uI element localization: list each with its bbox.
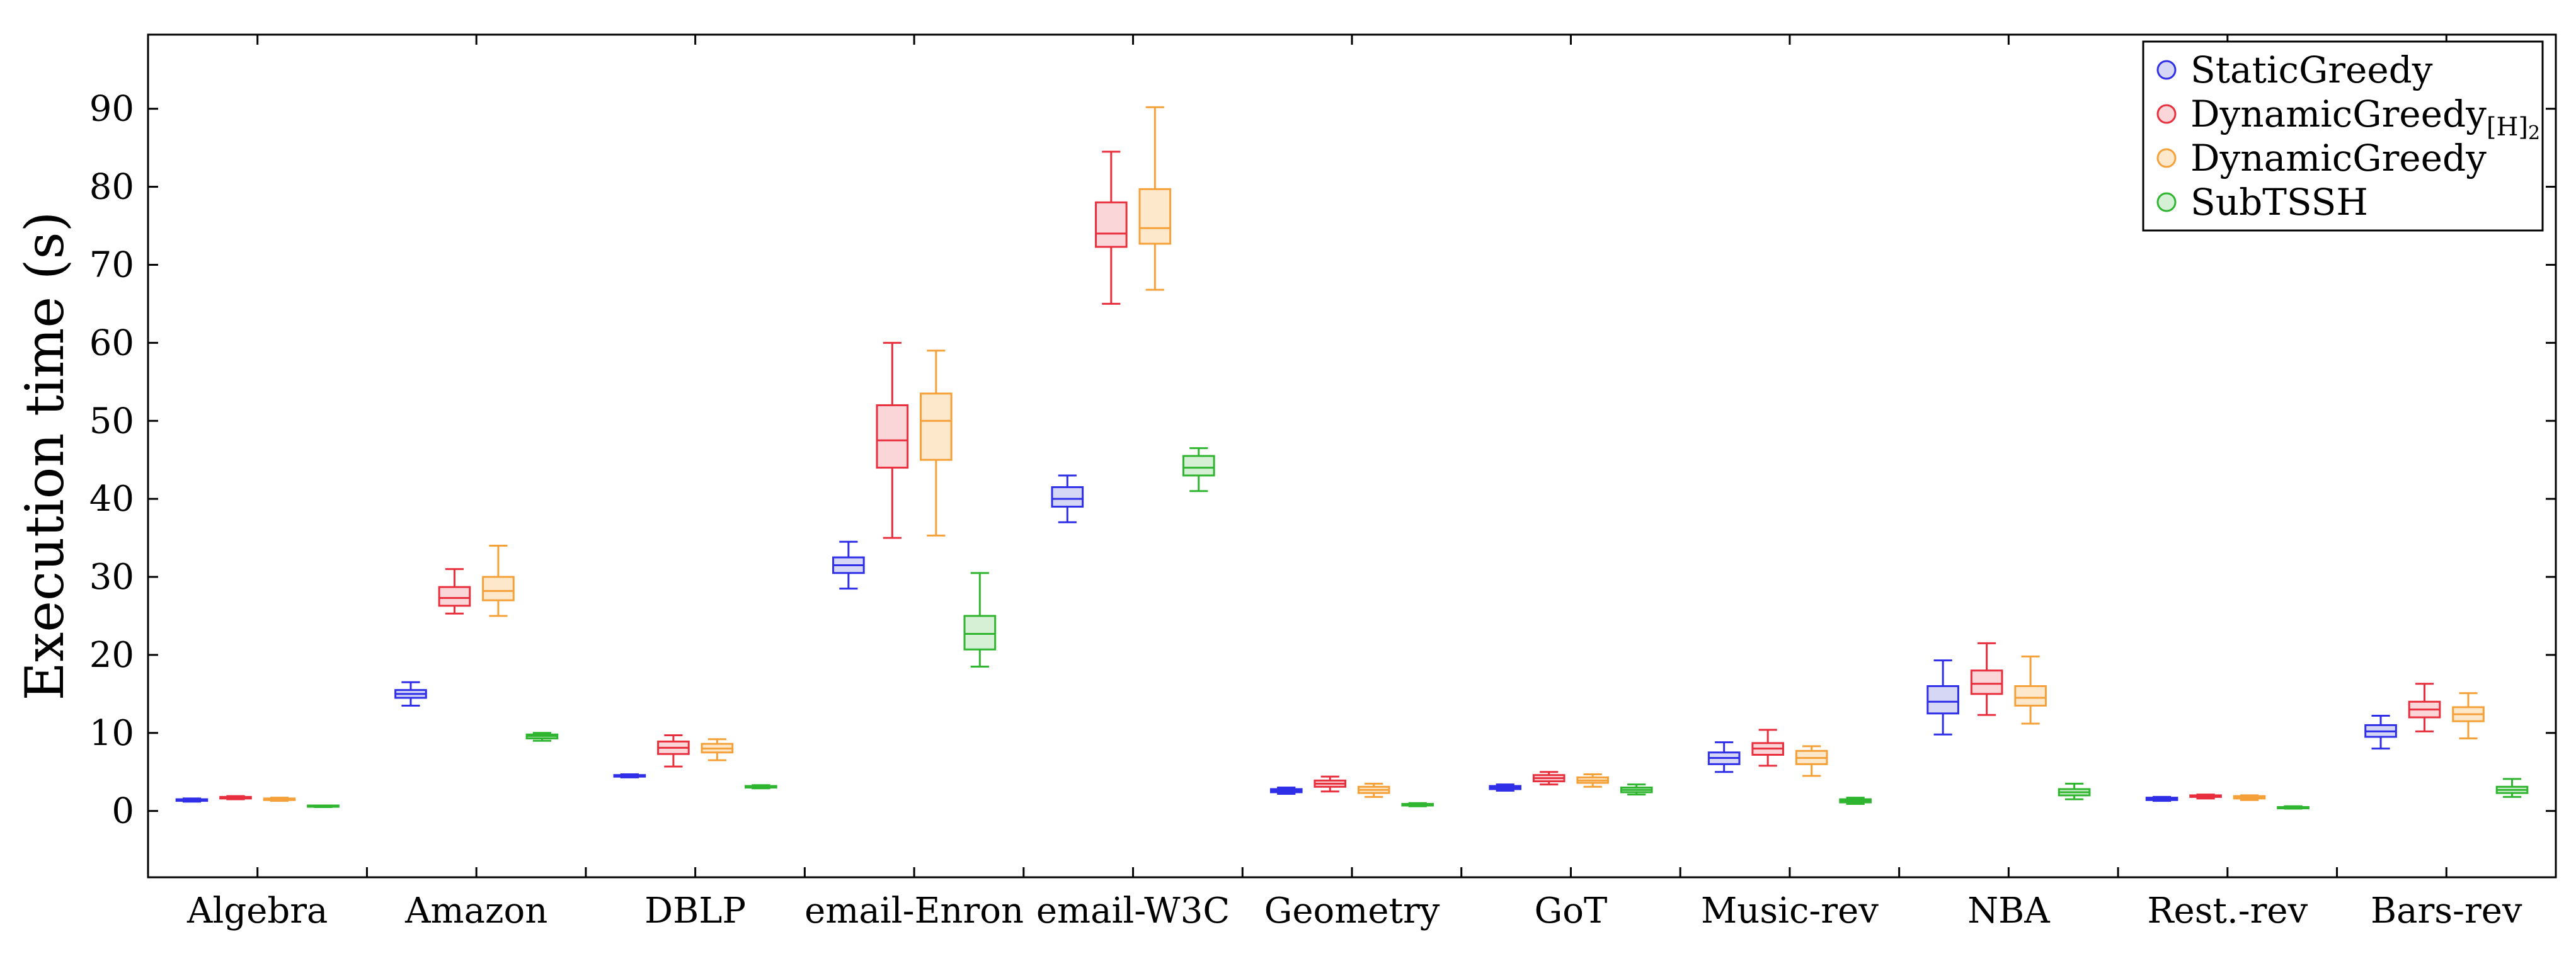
box-dynamicgreedy-h-2 — [1970, 642, 2003, 716]
box-dynamicgreedy — [2452, 692, 2485, 739]
box-dynamicgreedy — [482, 544, 515, 617]
y-tick-label: 50 — [89, 401, 134, 441]
box-staticgreedy — [1489, 783, 1522, 792]
box-dynamicgreedy-h-2 — [657, 734, 690, 768]
plot-frame — [147, 33, 2557, 879]
box-staticgreedy — [613, 773, 646, 778]
box-dynamicgreedy — [263, 797, 296, 802]
box-staticgreedy — [1707, 741, 1741, 773]
legend-label: DynamicGreedy — [2190, 137, 2487, 179]
box-iqr — [482, 576, 515, 601]
box-subtssh — [2277, 805, 2310, 810]
box-dynamicgreedy — [920, 350, 953, 537]
box-subtssh — [2495, 778, 2529, 798]
box-staticgreedy — [1926, 659, 1959, 736]
legend-marker — [2156, 60, 2177, 80]
box-subtssh — [307, 804, 340, 808]
box-subtssh — [1401, 802, 1434, 807]
legend: StaticGreedyDynamicGreedy[H]2DynamicGree… — [2142, 40, 2544, 232]
y-tick-label: 70 — [89, 244, 134, 285]
x-tick-label: email-Enron — [804, 891, 1024, 931]
x-tick-label: Bars-rev — [2371, 891, 2522, 931]
box-dynamicgreedy — [2014, 655, 2047, 725]
plot-area — [175, 106, 2529, 810]
box-staticgreedy — [2364, 715, 2397, 750]
box-dynamicgreedy-h-2 — [876, 341, 909, 539]
legend-marker — [2156, 192, 2177, 212]
y-axis: 0 10 20 30 40 50 60 70 80 90 — [89, 89, 2556, 832]
box-iqr — [2014, 685, 2047, 707]
box-iqr — [876, 404, 909, 469]
box-staticgreedy — [394, 681, 427, 707]
box-subtssh — [1620, 783, 1653, 796]
legend-label: SubTSSH — [2190, 181, 2368, 224]
box-iqr — [1926, 685, 1959, 715]
box-iqr — [1182, 455, 1215, 477]
y-axis-title: Execution time (s) — [14, 212, 76, 701]
x-tick-label: Algebra — [186, 891, 328, 931]
box-staticgreedy — [1269, 787, 1303, 795]
box-dynamicgreedy-h-2 — [1314, 775, 1347, 793]
box-dynamicgreedy-h-2 — [1094, 151, 1128, 305]
box-dynamicgreedy-h-2 — [438, 568, 471, 615]
x-tick-label: Rest.-rev — [2147, 891, 2308, 931]
box-subtssh — [1182, 447, 1215, 492]
box-iqr — [920, 392, 953, 461]
box-dynamicgreedy-h-2 — [2408, 683, 2441, 732]
y-tick-label: 0 — [112, 791, 134, 832]
box-dynamicgreedy-h-2 — [2189, 794, 2222, 800]
x-tick-label: GoT — [1535, 891, 1608, 931]
box-dynamicgreedy — [1576, 773, 1610, 788]
x-tick-label: Amazon — [404, 891, 547, 931]
legend-label: StaticGreedy — [2190, 48, 2433, 91]
box-staticgreedy — [2145, 795, 2178, 802]
box-subtssh — [2058, 782, 2091, 800]
box-dynamicgreedy-h-2 — [219, 795, 252, 800]
box-iqr — [1094, 201, 1128, 248]
y-tick-label: 90 — [89, 89, 134, 130]
box-dynamicgreedy-h-2 — [1751, 729, 1784, 767]
box-subtssh — [745, 784, 777, 790]
box-iqr — [963, 615, 997, 651]
box-dynamicgreedy — [1795, 745, 1828, 777]
box-subtssh — [525, 732, 559, 742]
box-staticgreedy — [175, 797, 209, 803]
y-tick-label: 30 — [89, 557, 134, 598]
y-tick-label: 40 — [89, 479, 134, 520]
box-subtssh — [963, 572, 997, 668]
box-dynamicgreedy-h-2 — [1532, 771, 1566, 786]
y-tick-label: 20 — [89, 635, 134, 676]
legend-marker — [2156, 104, 2177, 124]
x-axis: Algebra Amazon DBLP email-Enron email-W3C Geo… — [186, 35, 2522, 931]
x-tick-label: NBA — [1967, 891, 2050, 931]
x-tick-label: Music-rev — [1701, 891, 1879, 931]
box-dynamicgreedy — [701, 738, 734, 761]
legend-marker — [2156, 148, 2177, 168]
y-tick-label: 80 — [89, 167, 134, 208]
box-iqr — [1138, 188, 1172, 245]
box-dynamicgreedy — [2233, 794, 2266, 801]
box-iqr — [438, 586, 471, 607]
box-dynamicgreedy — [1357, 782, 1390, 798]
legend-box — [2142, 40, 2544, 232]
box-iqr — [1051, 486, 1084, 508]
box-dynamicgreedy — [1138, 106, 1172, 291]
box-subtssh — [1839, 797, 1872, 805]
x-tick-label: email-W3C — [1036, 891, 1230, 931]
legend-label: DynamicGreedy[H]2 — [2190, 93, 2540, 144]
box-staticgreedy — [1051, 474, 1084, 523]
x-tick-label: DBLP — [644, 891, 746, 931]
y-tick-label: 10 — [89, 713, 134, 754]
box-iqr — [1970, 669, 2003, 695]
x-tick-label: Geometry — [1264, 891, 1440, 931]
y-tick-label: 60 — [89, 322, 134, 363]
box-staticgreedy — [832, 540, 865, 590]
